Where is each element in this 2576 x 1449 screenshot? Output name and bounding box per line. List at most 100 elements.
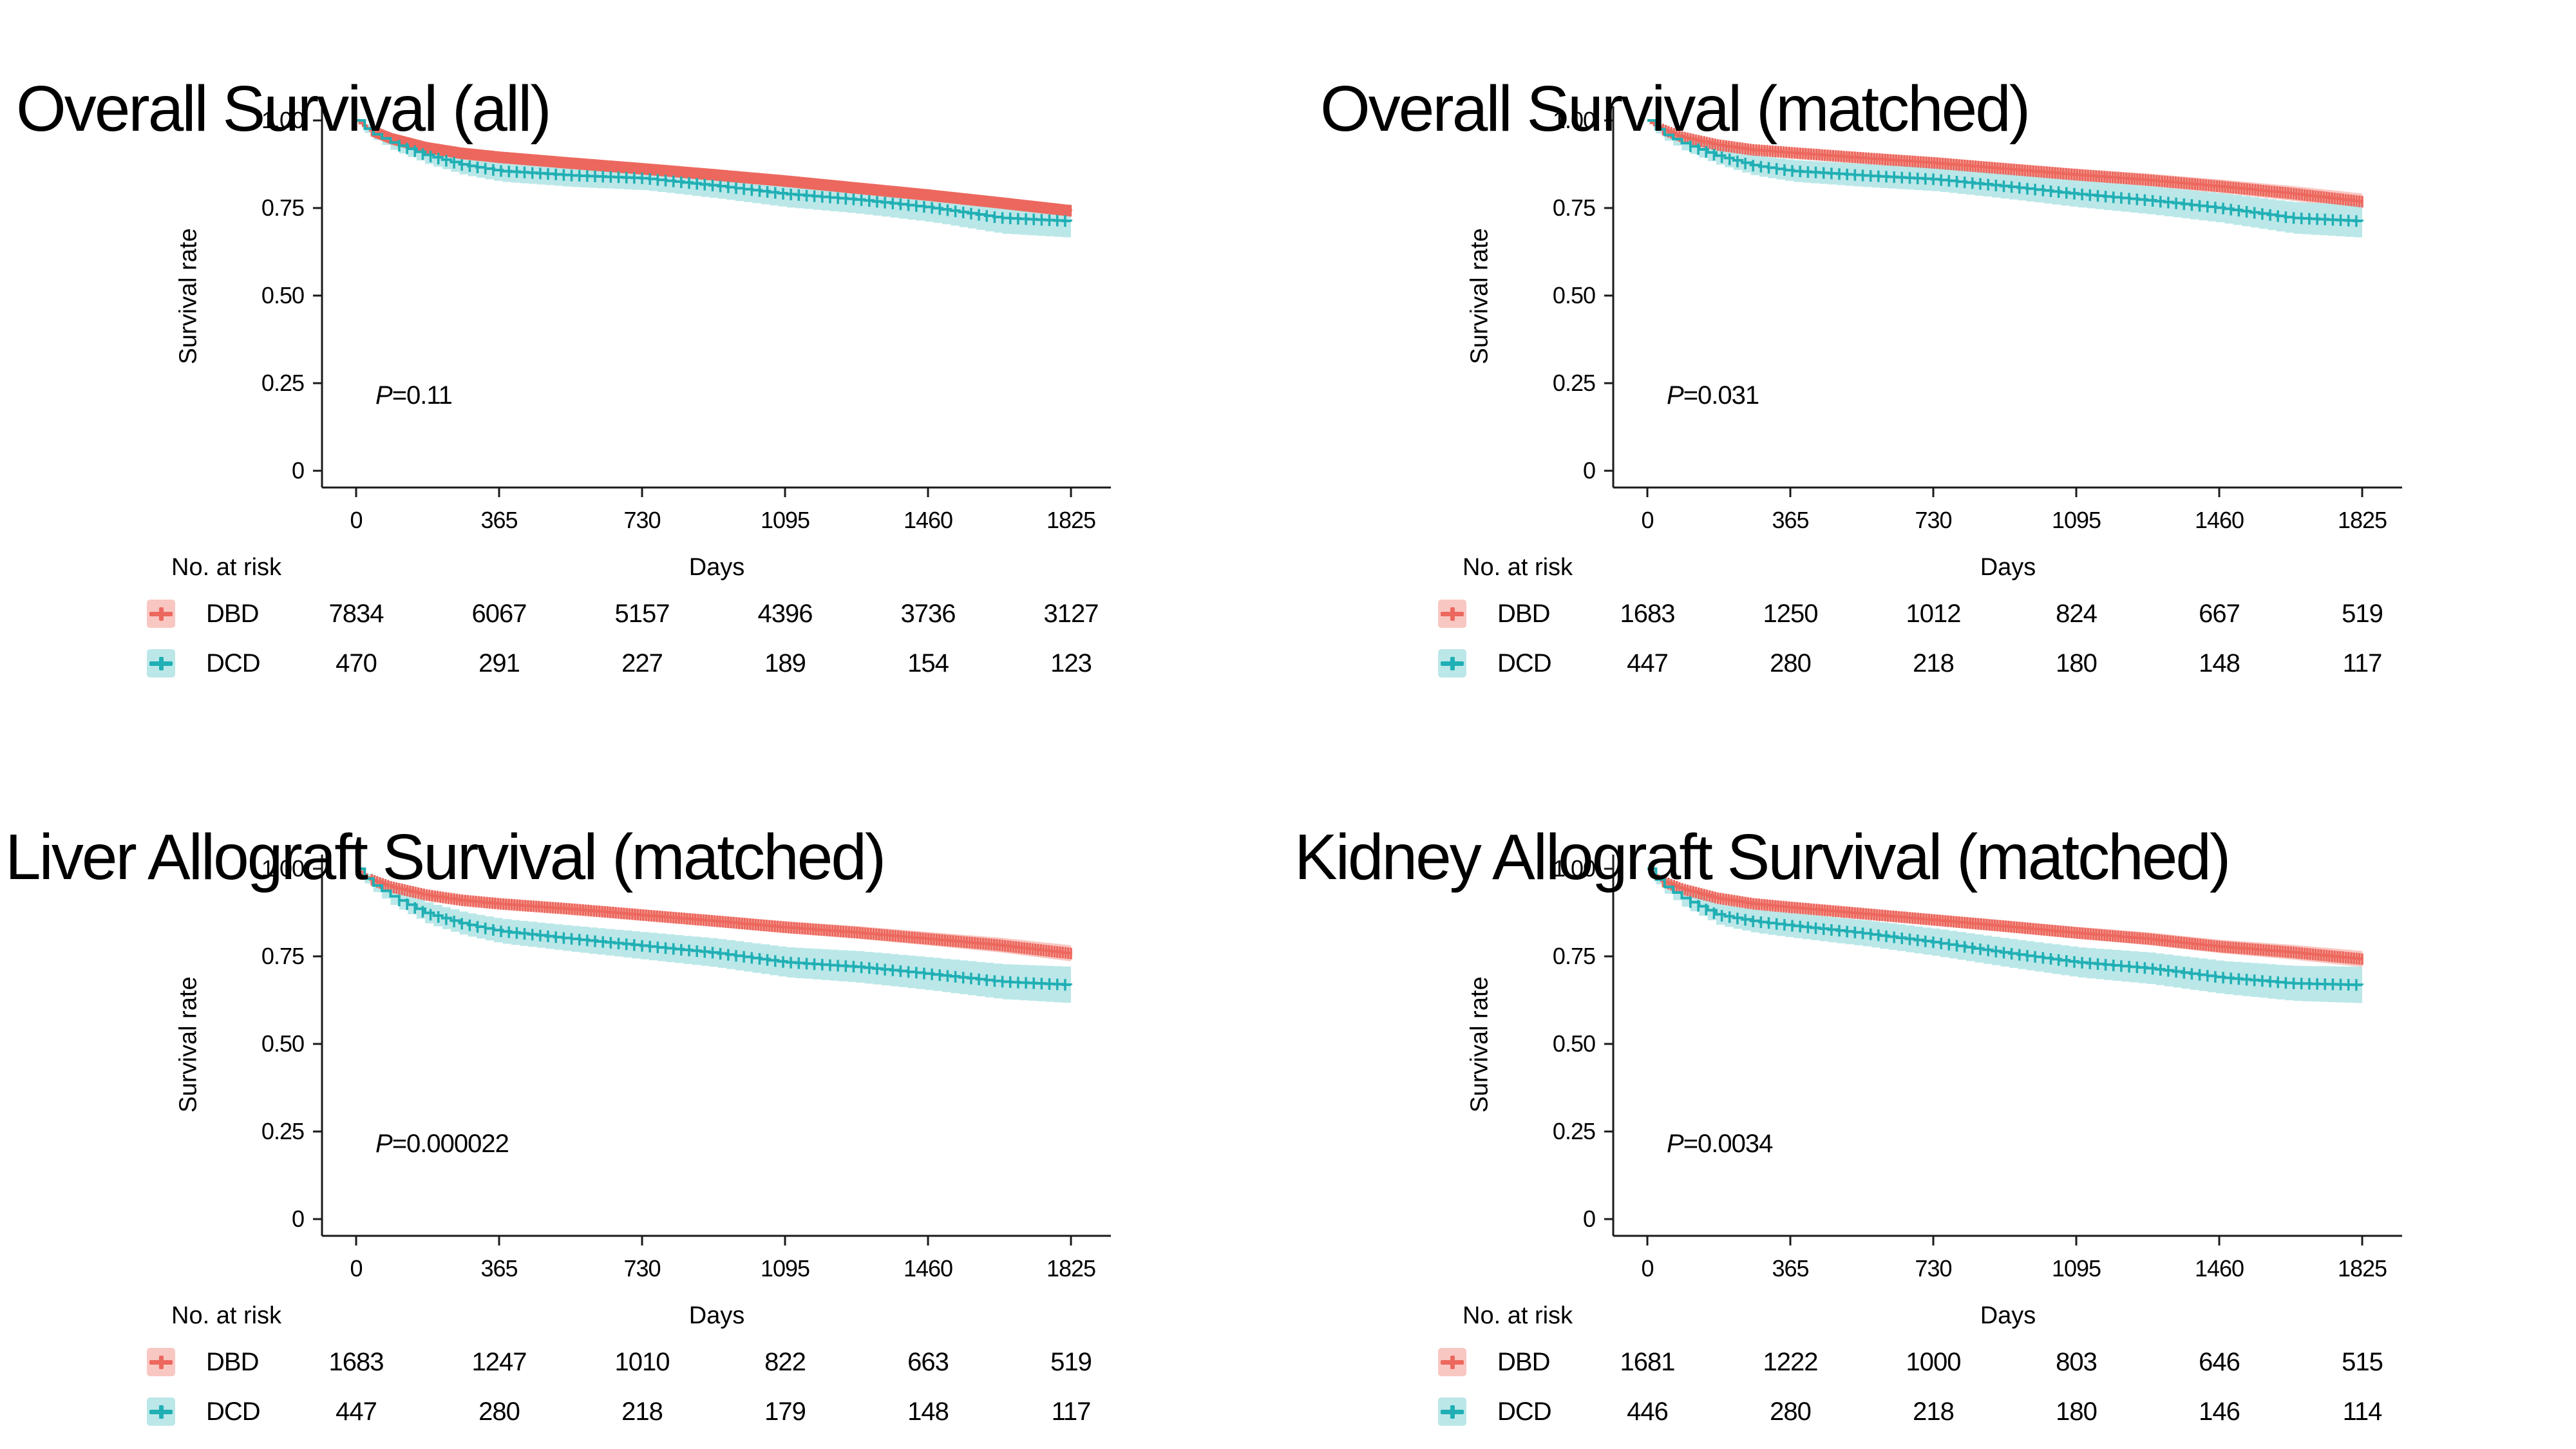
dcd-censor-marks [398, 140, 1066, 227]
risk-count: 663 [907, 1348, 949, 1376]
risk-count: 446 [1627, 1397, 1669, 1426]
dcd-censor-marks [1689, 896, 2358, 991]
risk-count: 189 [764, 649, 806, 677]
panel-title: Kidney Allograft Survival (matched) [1294, 821, 2231, 893]
risk-count: 6067 [471, 600, 527, 628]
p-value: P=0.031 [1667, 381, 1759, 410]
risk-count: 179 [764, 1397, 806, 1426]
dbd-legend-key-icon [1438, 1348, 1466, 1376]
risk-count: 3127 [1043, 600, 1099, 628]
panel-title: Liver Allograft Survival (matched) [5, 821, 886, 893]
x-tick-label: 0 [1641, 507, 1654, 533]
y-tick-label: 0.75 [261, 943, 305, 969]
risk-table-header: No. at risk [1463, 554, 1573, 581]
km-panel-liver-matched: Liver Allograft Survival (matched) Survi… [0, 748, 1285, 1449]
risk-count: 1222 [1763, 1348, 1819, 1376]
risk-count: 146 [2199, 1397, 2240, 1426]
dcd-censor-marks [1689, 140, 2358, 227]
risk-count: 7834 [328, 600, 384, 628]
risk-count: 280 [1770, 649, 1812, 677]
y-tick-label: 0.50 [1552, 1030, 1596, 1057]
dcd-legend-key-icon [1438, 1397, 1466, 1426]
risk-count: 447 [336, 1397, 377, 1426]
x-tick-label: 1095 [2051, 1255, 2101, 1282]
risk-count: 824 [2056, 600, 2098, 628]
x-tick-label: 730 [623, 507, 661, 533]
dbd-legend-key-icon [1438, 600, 1466, 628]
risk-count: 218 [621, 1397, 663, 1426]
km-panel-overall-all: Overall Survival (all) Survival rate P=0… [0, 0, 1285, 724]
x-tick-label: 1460 [2194, 1255, 2244, 1282]
risk-group-label: DCD [1497, 1397, 1552, 1426]
risk-count: 1000 [1906, 1348, 1962, 1376]
y-axis-label: Survival rate [175, 976, 202, 1113]
p-value: P=0.000022 [375, 1130, 509, 1159]
y-tick-label: 0.50 [1552, 282, 1596, 308]
x-axis-ticks [355, 1236, 1072, 1245]
risk-count: 1247 [471, 1348, 527, 1376]
p-value-number: =0.000022 [392, 1130, 509, 1158]
p-value-number: =0.031 [1683, 381, 1759, 410]
y-tick-label: 1.00 [261, 107, 305, 133]
risk-count: 218 [1913, 649, 1955, 677]
km-chart-svg [1604, 855, 2402, 1245]
x-axis-ticks [1646, 1236, 2363, 1245]
dcd-legend-key-icon [147, 1397, 175, 1426]
x-tick-label: 0 [350, 507, 363, 533]
panel-title: Overall Survival (all) [16, 73, 552, 145]
y-tick-label: 0.75 [1552, 943, 1596, 969]
risk-count: 3736 [900, 600, 956, 628]
x-tick-label: 365 [1772, 507, 1809, 533]
y-tick-label: 1.00 [1552, 855, 1596, 882]
y-tick-label: 0.50 [261, 1030, 305, 1057]
risk-table-header: No. at risk [171, 1302, 282, 1329]
x-tick-label: 0 [1641, 1255, 1654, 1282]
risk-count: 1683 [1620, 600, 1676, 628]
risk-count: 4396 [757, 600, 813, 628]
x-tick-label: 1460 [2194, 507, 2244, 533]
y-tick-label: 0.25 [1552, 370, 1596, 396]
risk-count: 5157 [614, 600, 670, 628]
plus-icon-vertical [159, 657, 164, 670]
risk-count: 822 [764, 1348, 806, 1376]
x-axis-label: Days [688, 554, 745, 581]
y-tick-label: 0.25 [261, 370, 305, 396]
x-axis-label: Days [1980, 1302, 2036, 1329]
y-tick-label: 1.00 [1552, 107, 1596, 133]
plus-icon-vertical [159, 1356, 164, 1369]
risk-count: 1683 [328, 1348, 384, 1376]
dbd-censor-marks [1662, 875, 2363, 965]
risk-count: 291 [478, 649, 520, 677]
risk-count: 1012 [1906, 600, 1962, 628]
y-tick-label: 0 [1582, 457, 1596, 484]
p-value-symbol: P [375, 381, 393, 410]
km-chart-svg [313, 855, 1111, 1245]
plus-icon-vertical [159, 1405, 164, 1419]
risk-group-label: DBD [1497, 600, 1550, 628]
x-tick-label: 1095 [760, 1255, 810, 1282]
risk-count: 148 [907, 1397, 949, 1426]
risk-count: 470 [336, 649, 377, 677]
risk-count: 148 [2199, 649, 2240, 677]
risk-count: 117 [1051, 1397, 1092, 1426]
y-axis-label: Survival rate [175, 228, 202, 365]
p-value-number: =0.11 [392, 381, 453, 410]
x-tick-label: 1825 [2337, 1255, 2387, 1282]
x-axis-ticks [355, 488, 1072, 497]
km-panel-overall-matched: Overall Survival (matched) Survival rate… [1291, 0, 2576, 724]
km-panel-kidney-matched: Kidney Allograft Survival (matched) Surv… [1291, 748, 2576, 1449]
x-tick-label: 1095 [2051, 507, 2101, 533]
risk-count: 646 [2199, 1348, 2240, 1376]
p-value: P=0.11 [375, 381, 453, 410]
x-axis-label: Days [688, 1302, 745, 1329]
risk-table-header: No. at risk [1463, 1302, 1573, 1329]
dbd-legend-key-icon [147, 600, 175, 628]
risk-group-label: DCD [206, 649, 261, 677]
y-axis-ticks [313, 867, 322, 1220]
risk-count: 447 [1627, 649, 1669, 677]
x-tick-label: 1095 [760, 507, 810, 533]
plus-icon-vertical [1450, 607, 1455, 621]
risk-group-label: DCD [1497, 649, 1552, 677]
y-tick-label: 0.25 [261, 1118, 305, 1144]
y-tick-label: 0.25 [1552, 1118, 1596, 1144]
